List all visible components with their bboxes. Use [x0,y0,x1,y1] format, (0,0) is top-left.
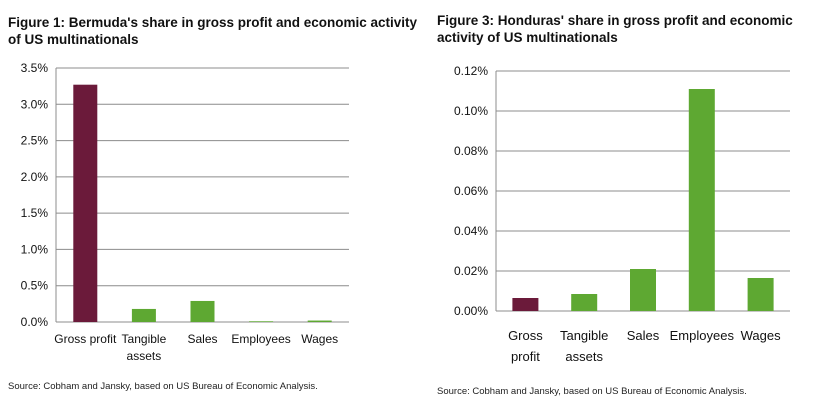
y-tick-label: 0.04% [454,224,488,238]
x-category-label: Gross [508,328,543,343]
bar [747,278,774,311]
y-tick-label: 0.02% [454,264,488,278]
x-category-label: Tangible [560,328,608,343]
y-tick-label: 2.5% [21,134,49,148]
x-category-label: Employees [670,328,735,343]
bar [630,269,656,311]
x-category-label: profit [511,349,540,364]
figure3-bar-chart: 0.00% 0.02% 0.04% 0.06% 0.08% 0.10% 0.12% Gross… [454,64,790,364]
bar [307,320,332,322]
bar [688,89,715,311]
x-category-label: Sales [187,332,217,346]
y-tick-label: 0.10% [454,104,488,118]
x-category-label: assets [127,349,162,363]
bar [249,321,274,322]
x-category-label: Gross profit [54,332,117,346]
y-tick-label: 0.5% [21,279,49,293]
figure3-title: Figure 3: Honduras' share in gross profi… [437,13,793,45]
y-tick-label: 0.0% [21,315,49,329]
y-tick-label: 3.5% [21,61,49,75]
y-tick-label: 1.0% [21,242,49,256]
x-category-label: assets [565,349,603,364]
figure3-source-note: Source: Cobham and Jansky, based on US B… [437,386,747,397]
y-tick-label: 3.0% [21,97,49,111]
y-tick-label: 2.0% [21,170,49,184]
bar [512,298,539,311]
x-category-label: Wages [741,328,781,343]
bar [571,294,598,311]
y-tick-label: 1.5% [21,206,49,220]
y-tick-label: 0.12% [454,64,488,78]
y-tick-label: 0.06% [454,184,488,198]
figure1-source-note: Source: Cobham and Jansky, based on US B… [8,381,318,392]
x-category-label: Tangible [122,332,167,346]
y-tick-label: 0.00% [454,304,488,318]
figure1-bar-chart: 0.0% 0.5% 1.0% 1.5% 2.0% 2.5% 3.0% 3.5% Gross pr… [21,61,349,363]
x-category-label: Employees [231,332,290,346]
x-category-label: Wages [301,332,338,346]
bar [190,300,215,322]
bar [131,308,156,322]
figure1-title: Figure 1: Bermuda's share in gross profi… [8,15,418,47]
bar [73,84,98,322]
y-tick-label: 0.08% [454,144,488,158]
x-category-label: Sales [627,328,660,343]
